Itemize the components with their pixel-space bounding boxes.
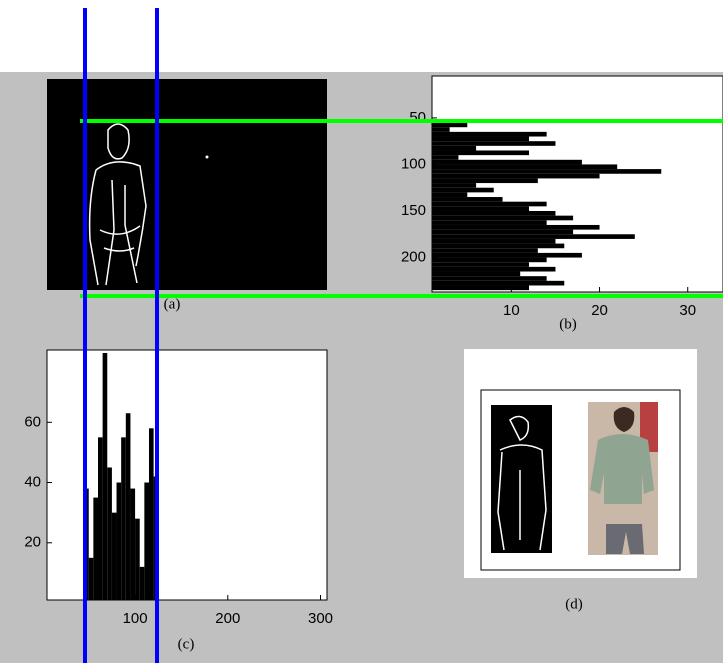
panel-d xyxy=(464,349,697,578)
bar xyxy=(432,164,617,169)
y-tick-label: 100 xyxy=(401,155,426,172)
bar xyxy=(432,281,564,286)
bar xyxy=(432,211,555,216)
bar xyxy=(432,272,520,277)
photo-shirt xyxy=(590,434,654,504)
bar xyxy=(135,519,140,600)
bar xyxy=(432,276,547,281)
y-tick-label: 50 xyxy=(409,109,426,126)
bar xyxy=(432,146,476,151)
bar xyxy=(432,220,547,225)
bar xyxy=(432,174,600,179)
bar xyxy=(432,267,555,272)
caption: (a) xyxy=(164,296,181,312)
y-tick-label: 60 xyxy=(24,413,41,430)
bar xyxy=(432,127,450,132)
bar xyxy=(432,244,564,249)
bar xyxy=(432,183,476,188)
bar xyxy=(432,258,547,263)
bar xyxy=(144,483,149,600)
bar xyxy=(432,202,547,207)
bar xyxy=(107,467,112,600)
bar xyxy=(432,216,573,221)
edge-image xyxy=(47,79,327,290)
bar xyxy=(432,234,635,239)
bar xyxy=(432,169,661,174)
bar xyxy=(432,262,529,267)
x-tick-label: 100 xyxy=(123,610,148,627)
caption: (c) xyxy=(178,636,195,652)
bar xyxy=(93,498,98,600)
bar xyxy=(432,253,582,258)
bar xyxy=(432,225,600,230)
y-tick-label: 40 xyxy=(24,473,41,490)
x-tick-label: 10 xyxy=(503,302,520,319)
edge-dot xyxy=(206,156,209,159)
bar xyxy=(432,285,529,290)
bar xyxy=(432,155,458,160)
bar xyxy=(432,248,538,253)
bar xyxy=(432,192,467,197)
bar xyxy=(126,413,131,600)
bar xyxy=(98,437,103,600)
bar xyxy=(432,197,503,202)
x-tick-label: 300 xyxy=(308,610,333,627)
caption: (d) xyxy=(565,596,583,612)
bar xyxy=(432,137,529,142)
bar xyxy=(117,483,122,600)
bar xyxy=(149,428,154,600)
caption: (b) xyxy=(559,316,577,332)
y-tick-label: 150 xyxy=(401,202,426,219)
bar xyxy=(432,160,582,165)
bar xyxy=(432,141,555,146)
bar xyxy=(432,178,538,183)
x-tick-label: 30 xyxy=(679,302,696,319)
figure: (a) (d) 10 20 30 50 100 150 200 (b) 100 200 300 20 4… xyxy=(0,0,723,663)
bar xyxy=(140,567,145,600)
bar xyxy=(121,437,126,600)
bar xyxy=(432,132,547,137)
bar xyxy=(432,230,573,235)
x-tick-label: 200 xyxy=(215,610,240,627)
x-tick-label: 20 xyxy=(591,302,608,319)
bar xyxy=(432,206,529,211)
bar xyxy=(103,353,108,600)
bar xyxy=(89,558,94,600)
y-tick-label: 20 xyxy=(24,534,41,551)
panel-a xyxy=(47,79,327,290)
bar xyxy=(112,513,117,600)
y-tick-label: 200 xyxy=(401,249,426,266)
bar xyxy=(130,489,135,600)
bar xyxy=(432,150,529,155)
bar xyxy=(432,188,494,193)
bar xyxy=(432,239,555,244)
bar xyxy=(432,123,467,128)
